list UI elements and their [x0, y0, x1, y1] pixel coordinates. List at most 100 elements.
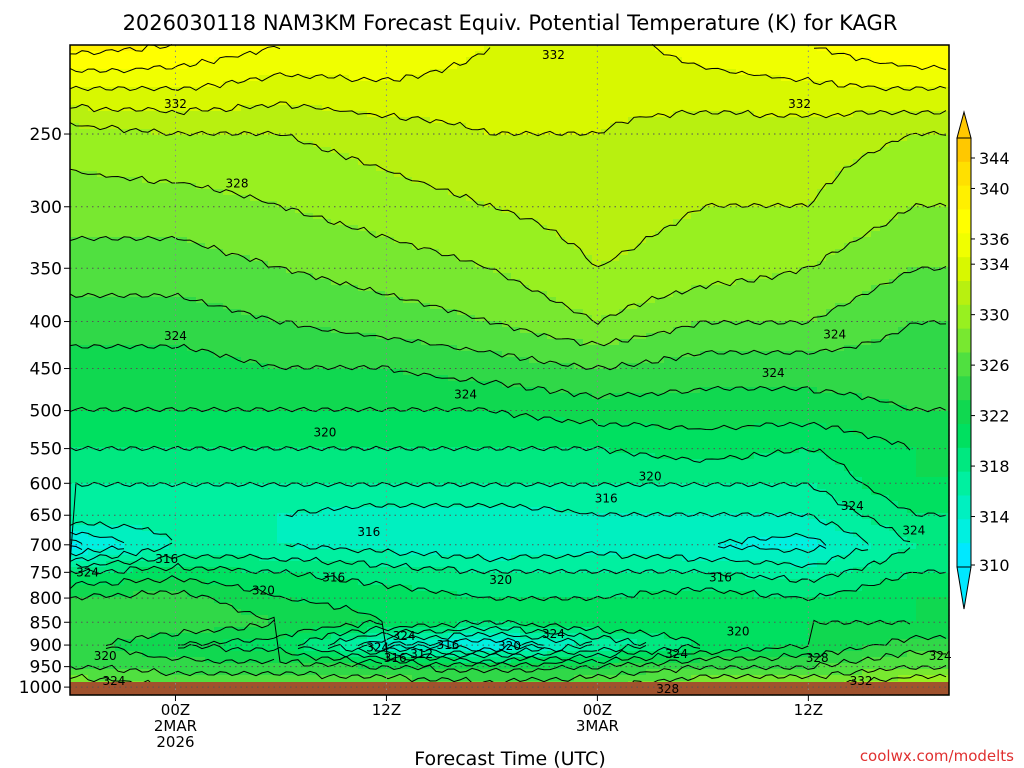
field-cell [79, 249, 89, 256]
field-cell [70, 267, 80, 274]
field-cell [466, 81, 476, 88]
field-cell [385, 561, 395, 568]
field-cell [196, 387, 206, 394]
field-cell [430, 333, 440, 340]
field-cell [430, 231, 440, 238]
field-cell [169, 423, 179, 430]
field-cell [187, 81, 197, 88]
field-cell [232, 93, 242, 100]
field-cell [295, 177, 305, 184]
field-cell [448, 111, 458, 118]
field-cell [250, 609, 260, 616]
field-cell [250, 345, 260, 352]
field-cell [106, 429, 116, 436]
field-cell [196, 417, 206, 424]
field-cell [88, 603, 98, 610]
field-cell [160, 387, 170, 394]
field-cell [412, 477, 422, 484]
field-cell [250, 489, 260, 496]
field-cell [97, 195, 107, 202]
field-cell [466, 129, 476, 136]
field-cell [457, 171, 467, 178]
field-cell [331, 633, 341, 640]
field-cell [142, 69, 152, 76]
field-cell [295, 261, 305, 268]
field-cell [403, 405, 413, 412]
field-cell [178, 525, 188, 532]
field-cell [412, 465, 422, 472]
field-cell [151, 363, 161, 370]
field-cell [169, 249, 179, 256]
field-cell [403, 159, 413, 166]
field-cell [115, 597, 125, 604]
field-cell [196, 573, 206, 580]
field-cell [313, 561, 323, 568]
field-cell [106, 633, 116, 640]
field-cell [106, 105, 116, 112]
field-cell [259, 45, 269, 52]
field-cell [295, 57, 305, 64]
field-cell [457, 561, 467, 568]
field-cell [286, 441, 296, 448]
field-cell [394, 357, 404, 364]
field-cell [412, 135, 422, 142]
field-cell [394, 561, 404, 568]
field-cell [250, 123, 260, 130]
field-cell [151, 345, 161, 352]
field-cell [286, 627, 296, 634]
field-cell [88, 69, 98, 76]
field-cell [196, 69, 206, 76]
field-cell [232, 663, 242, 670]
field-cell [475, 579, 485, 586]
field-cell [115, 675, 125, 682]
field-cell [106, 639, 116, 646]
field-cell [367, 45, 377, 52]
field-cell [295, 105, 305, 112]
field-cell [313, 291, 323, 298]
field-cell [313, 639, 323, 646]
field-cell [205, 129, 215, 136]
field-cell [331, 93, 341, 100]
field-cell [115, 495, 125, 502]
field-cell [277, 519, 287, 526]
field-cell [133, 669, 143, 676]
field-cell [466, 177, 476, 184]
field-cell [250, 531, 260, 538]
field-cell [169, 465, 179, 472]
field-cell [430, 321, 440, 328]
field-cell [340, 45, 350, 52]
field-cell [277, 87, 287, 94]
field-cell [232, 375, 242, 382]
field-cell [367, 177, 377, 184]
field-cell [286, 333, 296, 340]
field-cell [232, 273, 242, 280]
field-cell [340, 639, 350, 646]
field-cell [421, 597, 431, 604]
field-cell [250, 147, 260, 154]
field-cell [403, 543, 413, 550]
field-cell [142, 111, 152, 118]
field-cell [115, 45, 125, 52]
field-cell [115, 309, 125, 316]
field-cell [151, 513, 161, 520]
field-cell [268, 87, 278, 94]
field-cell [70, 669, 80, 676]
field-cell [223, 441, 233, 448]
field-cell [403, 141, 413, 148]
field-cell [259, 339, 269, 346]
field-cell [268, 639, 278, 646]
field-cell [268, 309, 278, 316]
field-cell [79, 651, 89, 658]
field-cell [331, 249, 341, 256]
field-cell [70, 321, 80, 328]
field-cell [205, 45, 215, 52]
field-cell [430, 495, 440, 502]
field-cell [106, 249, 116, 256]
field-cell [331, 99, 341, 106]
field-cell [322, 495, 332, 502]
field-cell [142, 423, 152, 430]
field-cell [304, 501, 314, 508]
field-cell [367, 243, 377, 250]
field-cell [178, 657, 188, 664]
field-cell [196, 603, 206, 610]
